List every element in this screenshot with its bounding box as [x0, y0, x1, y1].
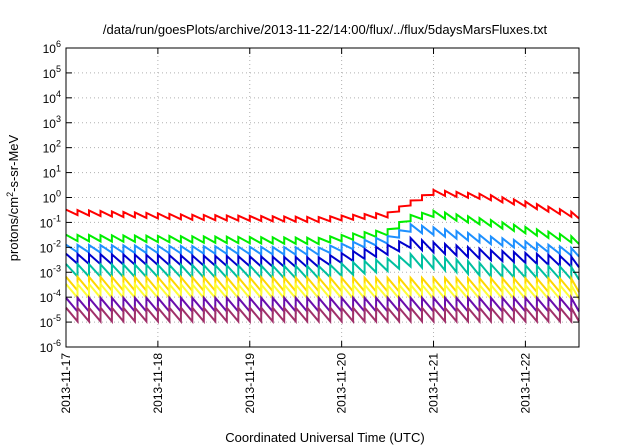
grid-lines	[66, 48, 579, 347]
y-tick-base: 10	[40, 341, 54, 355]
y-tick-exp: 5	[56, 64, 61, 74]
series-layer	[65, 188, 580, 325]
y-tick-label: 105	[43, 64, 61, 81]
x-axis-ticks: 2013-11-17 2013-11-18 2013-11-19 2013-11-20…	[59, 48, 532, 414]
y-tick-label: 102	[43, 139, 61, 156]
y-tick-base: 10	[40, 241, 54, 255]
series-line-3	[65, 235, 580, 270]
y-tick-exp: 3	[56, 114, 61, 124]
y-tick-label: 10-6	[40, 338, 61, 355]
y-tick-label: 101	[43, 164, 61, 181]
chart-title: /data/run/goesPlots/archive/2013-11-22/1…	[103, 22, 548, 37]
x-tick-label: 2013-11-22	[518, 353, 532, 414]
y-tick-exp: 0	[56, 189, 61, 199]
x-tick-label: 2013-11-21	[427, 353, 441, 414]
series-line-8	[65, 303, 580, 325]
y-tick-exp: -6	[53, 338, 61, 348]
y-tick-base: 10	[40, 216, 54, 230]
y-axis-label: protons/cm2-s-sr-MeV	[5, 134, 21, 261]
y-axis-label-base: protons/cm	[6, 197, 21, 261]
y-tick-exp: 1	[56, 164, 61, 174]
x-tick-label: 2013-11-19	[243, 353, 257, 414]
y-tick-base: 10	[43, 67, 57, 81]
y-tick-exp: -2	[53, 238, 61, 248]
y-axis-label-sup: 2	[5, 192, 15, 197]
y-tick-exp: -1	[53, 213, 61, 223]
y-axis-label-rest: -s-sr-MeV	[6, 134, 21, 191]
y-tick-label: 10-2	[40, 238, 61, 255]
y-tick-base: 10	[43, 42, 57, 56]
y-tick-label: 100	[43, 189, 61, 206]
series-line-4	[65, 251, 580, 283]
x-axis-label: Coordinated Universal Time (UTC)	[225, 430, 424, 445]
series-line-6	[65, 281, 580, 302]
y-tick-base: 10	[43, 142, 57, 156]
y-tick-exp: 6	[56, 39, 61, 49]
y-tick-base: 10	[43, 117, 57, 131]
y-tick-label: 104	[43, 89, 61, 106]
series-line-2	[65, 222, 580, 258]
y-tick-label: 103	[43, 114, 61, 131]
y-tick-base: 10	[43, 167, 57, 181]
series-line-5	[65, 274, 580, 295]
y-tick-base: 10	[40, 291, 54, 305]
y-tick-exp: 2	[56, 139, 61, 149]
series-line-1	[65, 208, 580, 246]
y-axis-ticks: 10-610-510-410-310-210-11001011021031041…	[40, 39, 579, 355]
y-tick-exp: 4	[56, 89, 61, 99]
y-tick-exp: -3	[53, 263, 61, 273]
series-line-7	[65, 293, 580, 315]
y-tick-label: 10-3	[40, 263, 61, 280]
y-tick-label: 10-4	[40, 288, 61, 305]
y-tick-label: 106	[43, 39, 61, 56]
y-tick-exp: -5	[53, 313, 61, 323]
series-line-0	[65, 188, 580, 224]
x-tick-label: 2013-11-20	[335, 353, 349, 414]
y-tick-base: 10	[40, 266, 54, 280]
y-tick-label: 10-1	[40, 213, 61, 230]
y-tick-base: 10	[40, 316, 54, 330]
y-tick-exp: -4	[53, 288, 61, 298]
y-tick-base: 10	[43, 192, 57, 206]
y-tick-base: 10	[43, 92, 57, 106]
x-tick-label: 2013-11-17	[59, 353, 73, 414]
y-tick-label: 10-5	[40, 313, 61, 330]
x-tick-label: 2013-11-18	[151, 353, 165, 414]
